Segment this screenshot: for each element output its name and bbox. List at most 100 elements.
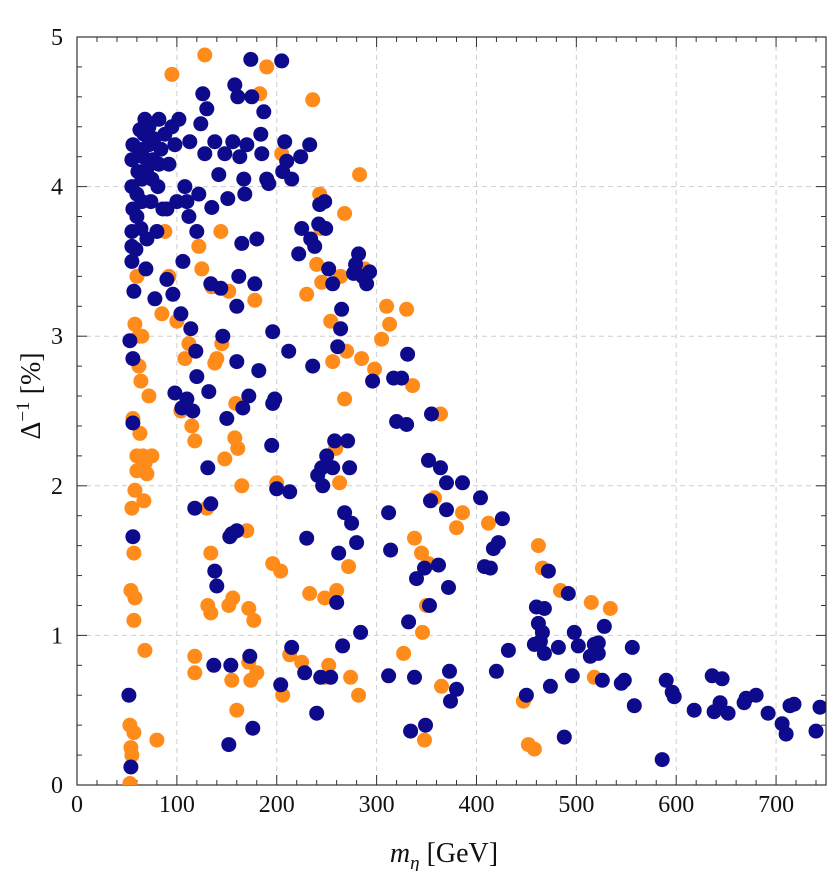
data-point-blue [291,246,307,262]
data-point-blue [321,261,337,277]
data-point-blue [297,665,313,681]
data-point-blue [381,505,397,521]
data-point-blue [264,437,280,453]
data-point-blue [219,411,235,426]
data-point-blue [122,333,138,349]
data-point-blue [518,687,534,703]
data-point-blue [333,321,349,337]
data-point-blue [220,191,236,207]
data-point-blue [342,460,358,476]
y-tick-label: 1 [51,623,63,649]
data-point-blue [279,153,295,169]
data-point-blue [409,571,424,587]
data-point-blue [209,578,225,594]
data-point-blue [596,618,612,634]
x-tick-label: 0 [71,792,83,818]
data-point-blue [331,545,347,561]
data-point-orange [136,493,152,509]
data-point-blue [441,580,456,595]
data-point-blue [686,702,702,718]
data-point-orange [259,59,275,75]
data-point-orange [154,306,170,322]
data-point-blue [594,672,610,688]
data-point-orange [481,515,496,531]
data-point-blue [188,343,204,359]
data-point-orange [526,741,542,757]
data-point-blue [626,698,642,714]
data-point-blue [488,663,504,679]
data-point-orange [203,545,219,561]
data-point-blue [534,624,550,640]
data-point-blue [449,681,464,697]
data-point-orange [352,167,368,183]
data-point-orange [455,505,470,521]
data-point-blue [183,321,199,337]
data-point-blue [128,241,144,257]
data-point-orange [337,391,353,407]
data-point-blue [383,542,399,558]
data-point-orange [217,451,233,467]
y-tick-label: 0 [51,773,63,799]
data-point-orange [137,642,153,658]
data-point-blue [256,104,272,120]
data-point-blue [714,671,730,687]
data-point-orange [213,224,229,239]
data-point-blue [211,167,227,183]
data-point-orange [139,466,155,482]
x-tick-label: 100 [159,792,195,818]
data-point-blue [229,523,245,539]
data-point-blue [138,261,154,277]
grid [77,37,826,785]
y-tick-label: 5 [51,25,63,51]
data-point-blue [556,729,572,745]
data-point-blue [314,460,330,476]
data-point-orange [343,669,359,685]
data-point-blue [344,515,360,531]
data-point-blue [189,369,205,385]
data-point-blue [349,535,365,551]
data-point-blue [422,598,437,613]
data-point-orange [133,373,149,389]
data-point-orange [203,605,219,621]
data-point-blue [231,268,247,284]
data-point-blue [494,511,510,527]
data-point-blue [243,51,259,67]
data-point-orange [602,601,618,616]
data-point-blue [269,481,285,497]
data-point-blue [201,384,217,400]
data-point-orange [314,274,330,290]
data-point-blue [431,557,446,573]
data-point-orange [341,559,357,575]
data-point-orange [249,665,265,681]
axis-ticks [76,36,826,786]
data-point-blue [329,595,345,610]
data-point-blue [550,639,566,655]
data-point-orange [417,732,432,748]
data-point-blue [121,687,137,703]
series-blue [121,51,826,775]
data-point-blue [658,672,674,688]
data-point-orange [337,206,353,221]
data-point-blue [149,224,165,239]
data-point-orange [225,590,241,606]
data-point-orange [317,590,333,606]
data-point-blue [213,280,229,296]
data-point-blue [177,179,193,195]
x-tick-label: 500 [558,792,594,818]
data-point-orange [194,261,210,277]
data-point-orange [124,500,140,516]
data-point-orange [407,530,422,546]
data-point-blue [223,657,239,673]
data-point-orange [379,298,395,314]
data-point-blue [234,235,250,251]
data-point-blue [267,391,283,407]
data-point-blue [335,638,351,654]
data-point-blue [421,452,436,468]
data-point-orange [164,66,180,82]
data-point-orange [530,538,546,554]
x-axis-title-symbol: m [390,838,410,869]
data-point-blue [125,529,141,545]
data-point-orange [184,418,200,434]
data-point-blue [590,635,606,651]
